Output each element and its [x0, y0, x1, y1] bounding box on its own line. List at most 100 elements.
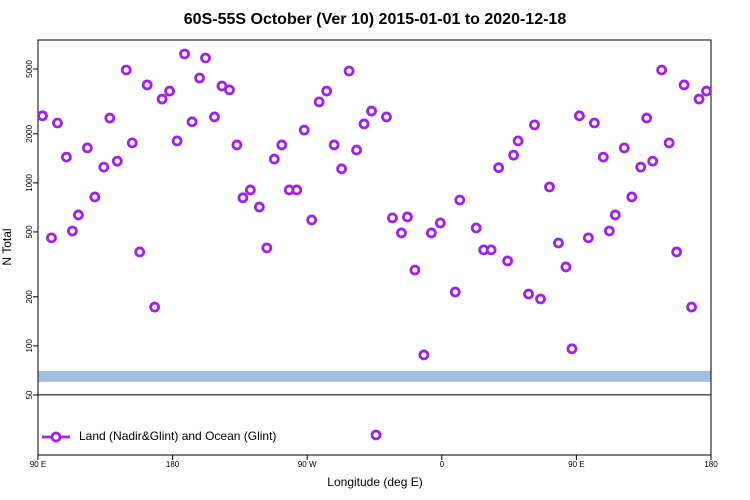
data-point	[358, 118, 370, 130]
data-point	[164, 85, 176, 97]
data-point	[104, 112, 116, 124]
data-point	[508, 149, 519, 161]
data-point	[120, 64, 132, 76]
data-point	[141, 79, 153, 91]
data-point	[396, 227, 407, 239]
data-point	[470, 222, 482, 234]
data-point	[553, 237, 564, 249]
chart-title: 60S-55S October (Ver 10) 2015-01-01 to 2…	[184, 11, 567, 28]
data-point	[409, 264, 421, 276]
data-point	[134, 246, 146, 258]
x-tick-label: 180	[704, 460, 718, 469]
data-point	[328, 139, 340, 151]
data-point	[370, 429, 382, 441]
data-point	[678, 79, 690, 91]
data-point	[663, 137, 675, 149]
y-tick-label: 50	[25, 390, 34, 399]
y-tick-label: 1000	[25, 173, 34, 191]
data-point	[186, 116, 198, 128]
x-tick-label: 180	[166, 460, 180, 469]
data-point	[449, 286, 461, 298]
data-point	[566, 343, 578, 355]
data-point	[306, 214, 318, 226]
data-point	[454, 194, 466, 206]
data-point	[276, 139, 288, 151]
data-point	[200, 52, 211, 64]
data-point	[224, 84, 235, 96]
data-point	[493, 162, 505, 174]
data-point	[381, 111, 392, 123]
data-point	[485, 244, 497, 256]
data-point	[179, 48, 190, 60]
data-point	[231, 139, 243, 151]
data-point	[261, 242, 273, 254]
data-point	[72, 209, 84, 221]
data-point	[149, 301, 161, 313]
data-point	[253, 201, 265, 213]
data-point	[609, 209, 621, 221]
data-point	[321, 85, 333, 97]
data-point	[268, 153, 280, 165]
data-point	[626, 191, 638, 203]
data-point	[686, 301, 697, 313]
data-point	[573, 110, 585, 122]
data-point	[603, 225, 615, 237]
data-point	[194, 72, 205, 84]
y-tick-label: 100	[25, 339, 34, 353]
legend-label: Land (Nadir&Glint) and Ocean (Glint)	[79, 429, 276, 443]
data-point	[502, 255, 514, 267]
data-point	[656, 64, 668, 76]
data-point	[544, 181, 555, 193]
data-point	[366, 105, 377, 117]
data-point	[512, 135, 524, 147]
data-point	[313, 96, 325, 108]
data-point	[402, 211, 413, 223]
data-point	[291, 184, 303, 196]
x-tick-label: 90 E	[568, 460, 584, 469]
y-axis-label: N Total	[0, 228, 14, 265]
y-tick-label: 200	[25, 290, 34, 304]
data-point	[81, 142, 93, 154]
data-point	[635, 161, 647, 173]
y-tick-label: 500	[25, 225, 34, 239]
data-point	[37, 110, 48, 122]
data-point	[126, 137, 138, 149]
data-point	[701, 85, 712, 97]
data-point	[693, 93, 705, 105]
data-point	[46, 232, 57, 244]
data-point	[298, 124, 310, 136]
x-tick-label: 90 W	[298, 460, 317, 469]
data-point	[671, 246, 683, 258]
data-point	[425, 227, 437, 239]
data-point	[523, 288, 534, 300]
y-tick-label: 2000	[25, 124, 34, 142]
data-point	[618, 142, 630, 154]
data-point	[418, 349, 430, 361]
plot-frame	[37, 39, 712, 456]
data-point	[641, 112, 653, 124]
data-point	[582, 232, 594, 244]
data-point	[351, 144, 362, 156]
data-point	[237, 192, 249, 204]
data-point	[89, 191, 101, 203]
data-point	[52, 117, 63, 129]
x-tick-label: 0	[440, 460, 445, 469]
data-point	[529, 119, 540, 131]
x-axis-label: Longitude (deg E)	[327, 475, 422, 489]
data-point	[588, 117, 600, 129]
data-point	[156, 93, 168, 105]
data-point	[535, 293, 546, 305]
data-point	[647, 155, 659, 167]
data-point	[560, 261, 572, 273]
data-point	[336, 163, 347, 175]
data-point	[387, 212, 398, 224]
data-point	[171, 135, 183, 147]
x-tick-label: 90 E	[30, 460, 46, 469]
y-tick-label: 5000	[25, 60, 34, 78]
data-point	[111, 155, 123, 167]
data-point	[244, 184, 256, 196]
data-point	[597, 151, 609, 163]
data-point	[434, 217, 446, 229]
